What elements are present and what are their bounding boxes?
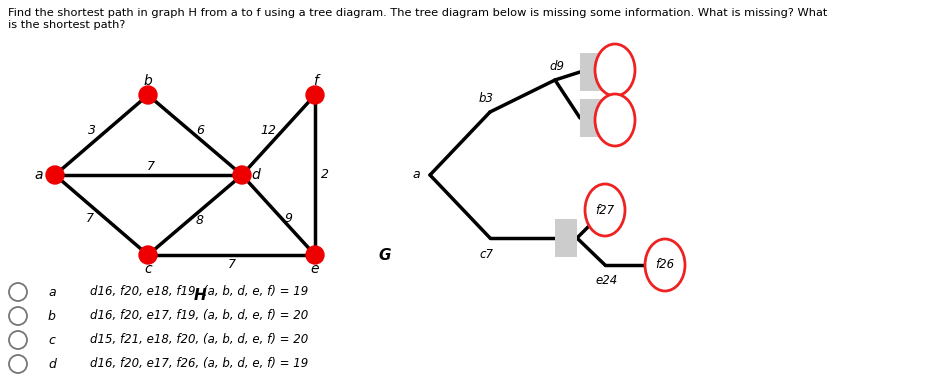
Text: c: c (48, 333, 55, 346)
Text: d: d (251, 168, 261, 182)
Text: Find the shortest path in graph H from a to f using a tree diagram. The tree dia: Find the shortest path in graph H from a… (8, 8, 828, 29)
Text: d15, f21, e18, f20, (a, b, d, e, f) = 20: d15, f21, e18, f20, (a, b, d, e, f) = 20 (90, 333, 308, 346)
Text: G: G (379, 248, 391, 262)
Text: e24: e24 (596, 274, 618, 286)
Text: a: a (35, 168, 43, 182)
Circle shape (139, 86, 157, 104)
Text: 6: 6 (196, 123, 204, 136)
Ellipse shape (645, 239, 685, 291)
Ellipse shape (595, 44, 635, 96)
Text: 7: 7 (147, 160, 154, 173)
Text: d16, f20, e17, f26, (a, b, d, e, f) = 19: d16, f20, e17, f26, (a, b, d, e, f) = 19 (90, 358, 308, 371)
Text: d9: d9 (549, 60, 564, 73)
Text: c: c (144, 262, 152, 276)
Circle shape (9, 283, 27, 301)
Circle shape (9, 307, 27, 325)
Text: a: a (48, 285, 56, 298)
Text: 8: 8 (196, 214, 204, 227)
Circle shape (233, 166, 251, 184)
Text: f: f (313, 74, 318, 88)
Text: d16, f20, e17, f19, (a, b, d, e, f) = 20: d16, f20, e17, f19, (a, b, d, e, f) = 20 (90, 309, 308, 322)
Circle shape (306, 246, 324, 264)
Circle shape (9, 355, 27, 373)
Text: c7: c7 (479, 248, 493, 261)
Text: H: H (193, 288, 206, 303)
Ellipse shape (595, 94, 635, 146)
Text: d: d (48, 358, 56, 371)
Bar (580, 53, 602, 91)
Text: 12: 12 (261, 123, 276, 136)
Text: 9: 9 (285, 212, 292, 225)
Text: f26: f26 (656, 259, 674, 272)
Circle shape (306, 86, 324, 104)
Bar (555, 219, 577, 257)
Text: b3: b3 (478, 92, 493, 105)
Text: b: b (144, 74, 152, 88)
Text: 2: 2 (321, 168, 329, 181)
Circle shape (139, 246, 157, 264)
Circle shape (46, 166, 64, 184)
Text: f27: f27 (596, 204, 615, 217)
Text: d16, f20, e18, f19, (a, b, d, e, f) = 19: d16, f20, e18, f19, (a, b, d, e, f) = 19 (90, 285, 308, 298)
Text: b: b (48, 309, 56, 322)
Text: a: a (412, 168, 419, 181)
Text: 7: 7 (86, 212, 93, 225)
Text: 3: 3 (88, 123, 95, 136)
Circle shape (9, 331, 27, 349)
Text: e: e (311, 262, 319, 276)
Ellipse shape (585, 184, 625, 236)
Text: 7: 7 (228, 259, 235, 272)
Bar (580, 99, 602, 137)
